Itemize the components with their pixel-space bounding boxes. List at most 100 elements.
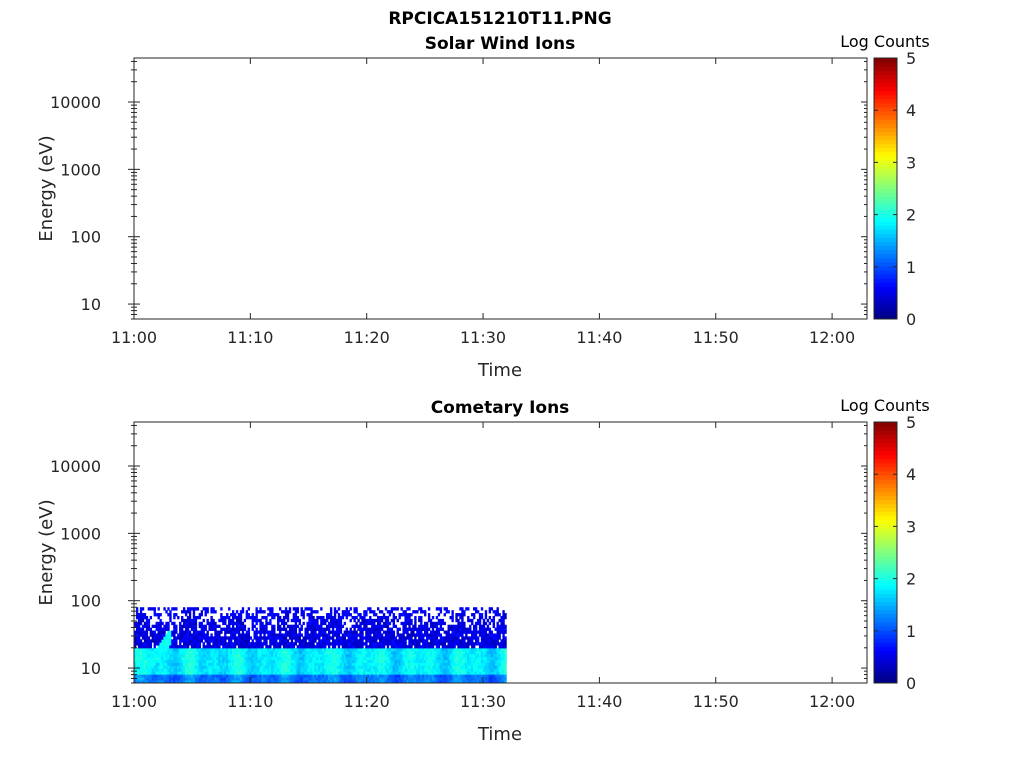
heat-cell <box>247 653 251 658</box>
heat-cell <box>431 677 435 681</box>
heat-cell <box>175 671 178 675</box>
heat-cell <box>143 630 147 634</box>
heat-cell <box>365 656 368 661</box>
heat-cell <box>435 639 439 643</box>
heat-cell <box>139 665 143 669</box>
heat-cell <box>237 677 241 681</box>
heat-cell <box>149 653 153 658</box>
heat-cell <box>333 680 337 684</box>
heat-cell <box>473 665 476 669</box>
heat-cell <box>308 639 311 643</box>
heat-cell <box>441 656 445 661</box>
heat-cell <box>230 627 233 631</box>
heat-cell <box>408 665 411 669</box>
heat-cell <box>214 665 217 669</box>
heat-cell <box>208 662 211 666</box>
heat-cell <box>351 624 354 629</box>
colorbar-segment <box>874 204 897 210</box>
heat-cell <box>335 659 339 663</box>
heat-cell <box>157 674 160 678</box>
y-tick-label: 1000 <box>60 524 101 543</box>
heat-cell <box>431 642 435 646</box>
heat-cell <box>341 636 345 640</box>
heat-cell <box>427 653 431 658</box>
heat-cell <box>376 680 380 684</box>
heat-cell <box>500 615 503 620</box>
heat-cell <box>134 633 137 637</box>
heat-cell <box>237 615 241 620</box>
colorbar-segment <box>874 123 897 128</box>
heat-cell <box>186 633 190 637</box>
heat-cell <box>349 662 352 666</box>
heat-cell <box>422 645 425 649</box>
heat-cell <box>163 656 166 661</box>
heat-cell <box>412 610 415 614</box>
heat-cell <box>439 677 443 681</box>
heat-cell <box>339 674 343 678</box>
heat-cell <box>212 674 215 678</box>
heat-cell <box>492 677 495 681</box>
heat-cell <box>151 656 154 661</box>
heat-cell <box>502 668 505 672</box>
colorbar-segment <box>874 70 897 75</box>
heat-cell <box>294 610 298 614</box>
heat-cell <box>490 674 493 678</box>
heat-cell <box>453 636 456 640</box>
heat-cell <box>171 633 174 637</box>
heat-cell <box>316 662 319 666</box>
heat-cell <box>310 680 313 684</box>
heat-cell <box>394 680 397 684</box>
heat-cell <box>316 668 319 672</box>
heat-cell <box>404 648 407 652</box>
heat-cell <box>190 680 194 684</box>
heat-cell <box>347 633 350 637</box>
heat-cell <box>402 642 405 646</box>
heat-cell <box>494 642 497 646</box>
heat-cell <box>316 636 319 640</box>
heat-cell <box>328 659 331 663</box>
heat-cell <box>324 659 327 663</box>
heat-cell <box>182 633 186 637</box>
heat-cell <box>145 636 149 640</box>
heat-cell <box>410 621 413 626</box>
heat-cell <box>306 627 309 631</box>
heat-cell <box>376 615 380 620</box>
heat-cell <box>300 607 303 611</box>
heat-cell <box>386 668 390 672</box>
heat-cell <box>331 627 335 631</box>
heat-cell <box>320 627 323 631</box>
heat-cell <box>459 671 462 675</box>
heat-cell <box>259 671 262 675</box>
heat-cell <box>208 627 211 631</box>
heat-cell <box>165 680 168 684</box>
heat-cell <box>355 639 358 643</box>
heat-cell <box>279 671 282 675</box>
heat-cell <box>328 671 331 675</box>
heat-cell <box>169 645 172 649</box>
heat-cell <box>230 668 233 672</box>
x-tick-label: 11:50 <box>693 692 739 711</box>
heat-cell <box>192 659 196 663</box>
heat-cell <box>294 607 298 611</box>
heat-cell <box>247 677 251 681</box>
heat-cell <box>461 615 464 620</box>
heat-cell <box>141 627 145 631</box>
heat-cell <box>173 677 176 681</box>
heat-cell <box>167 607 170 611</box>
heat-cell <box>218 642 221 646</box>
heat-cell <box>424 650 427 655</box>
heat-cell <box>457 645 460 649</box>
heat-cell <box>271 680 274 684</box>
heat-cell <box>441 618 445 623</box>
heat-cell <box>208 671 211 675</box>
heat-cell <box>175 645 178 649</box>
heat-cell <box>259 610 262 614</box>
heat-cell <box>216 636 219 640</box>
heat-cell <box>382 615 386 620</box>
heat-cell <box>282 618 286 623</box>
heat-cell <box>161 627 164 631</box>
heat-cell <box>449 645 452 649</box>
heat-cell <box>308 607 311 611</box>
heat-cell <box>288 636 292 640</box>
heat-cell <box>482 665 486 669</box>
